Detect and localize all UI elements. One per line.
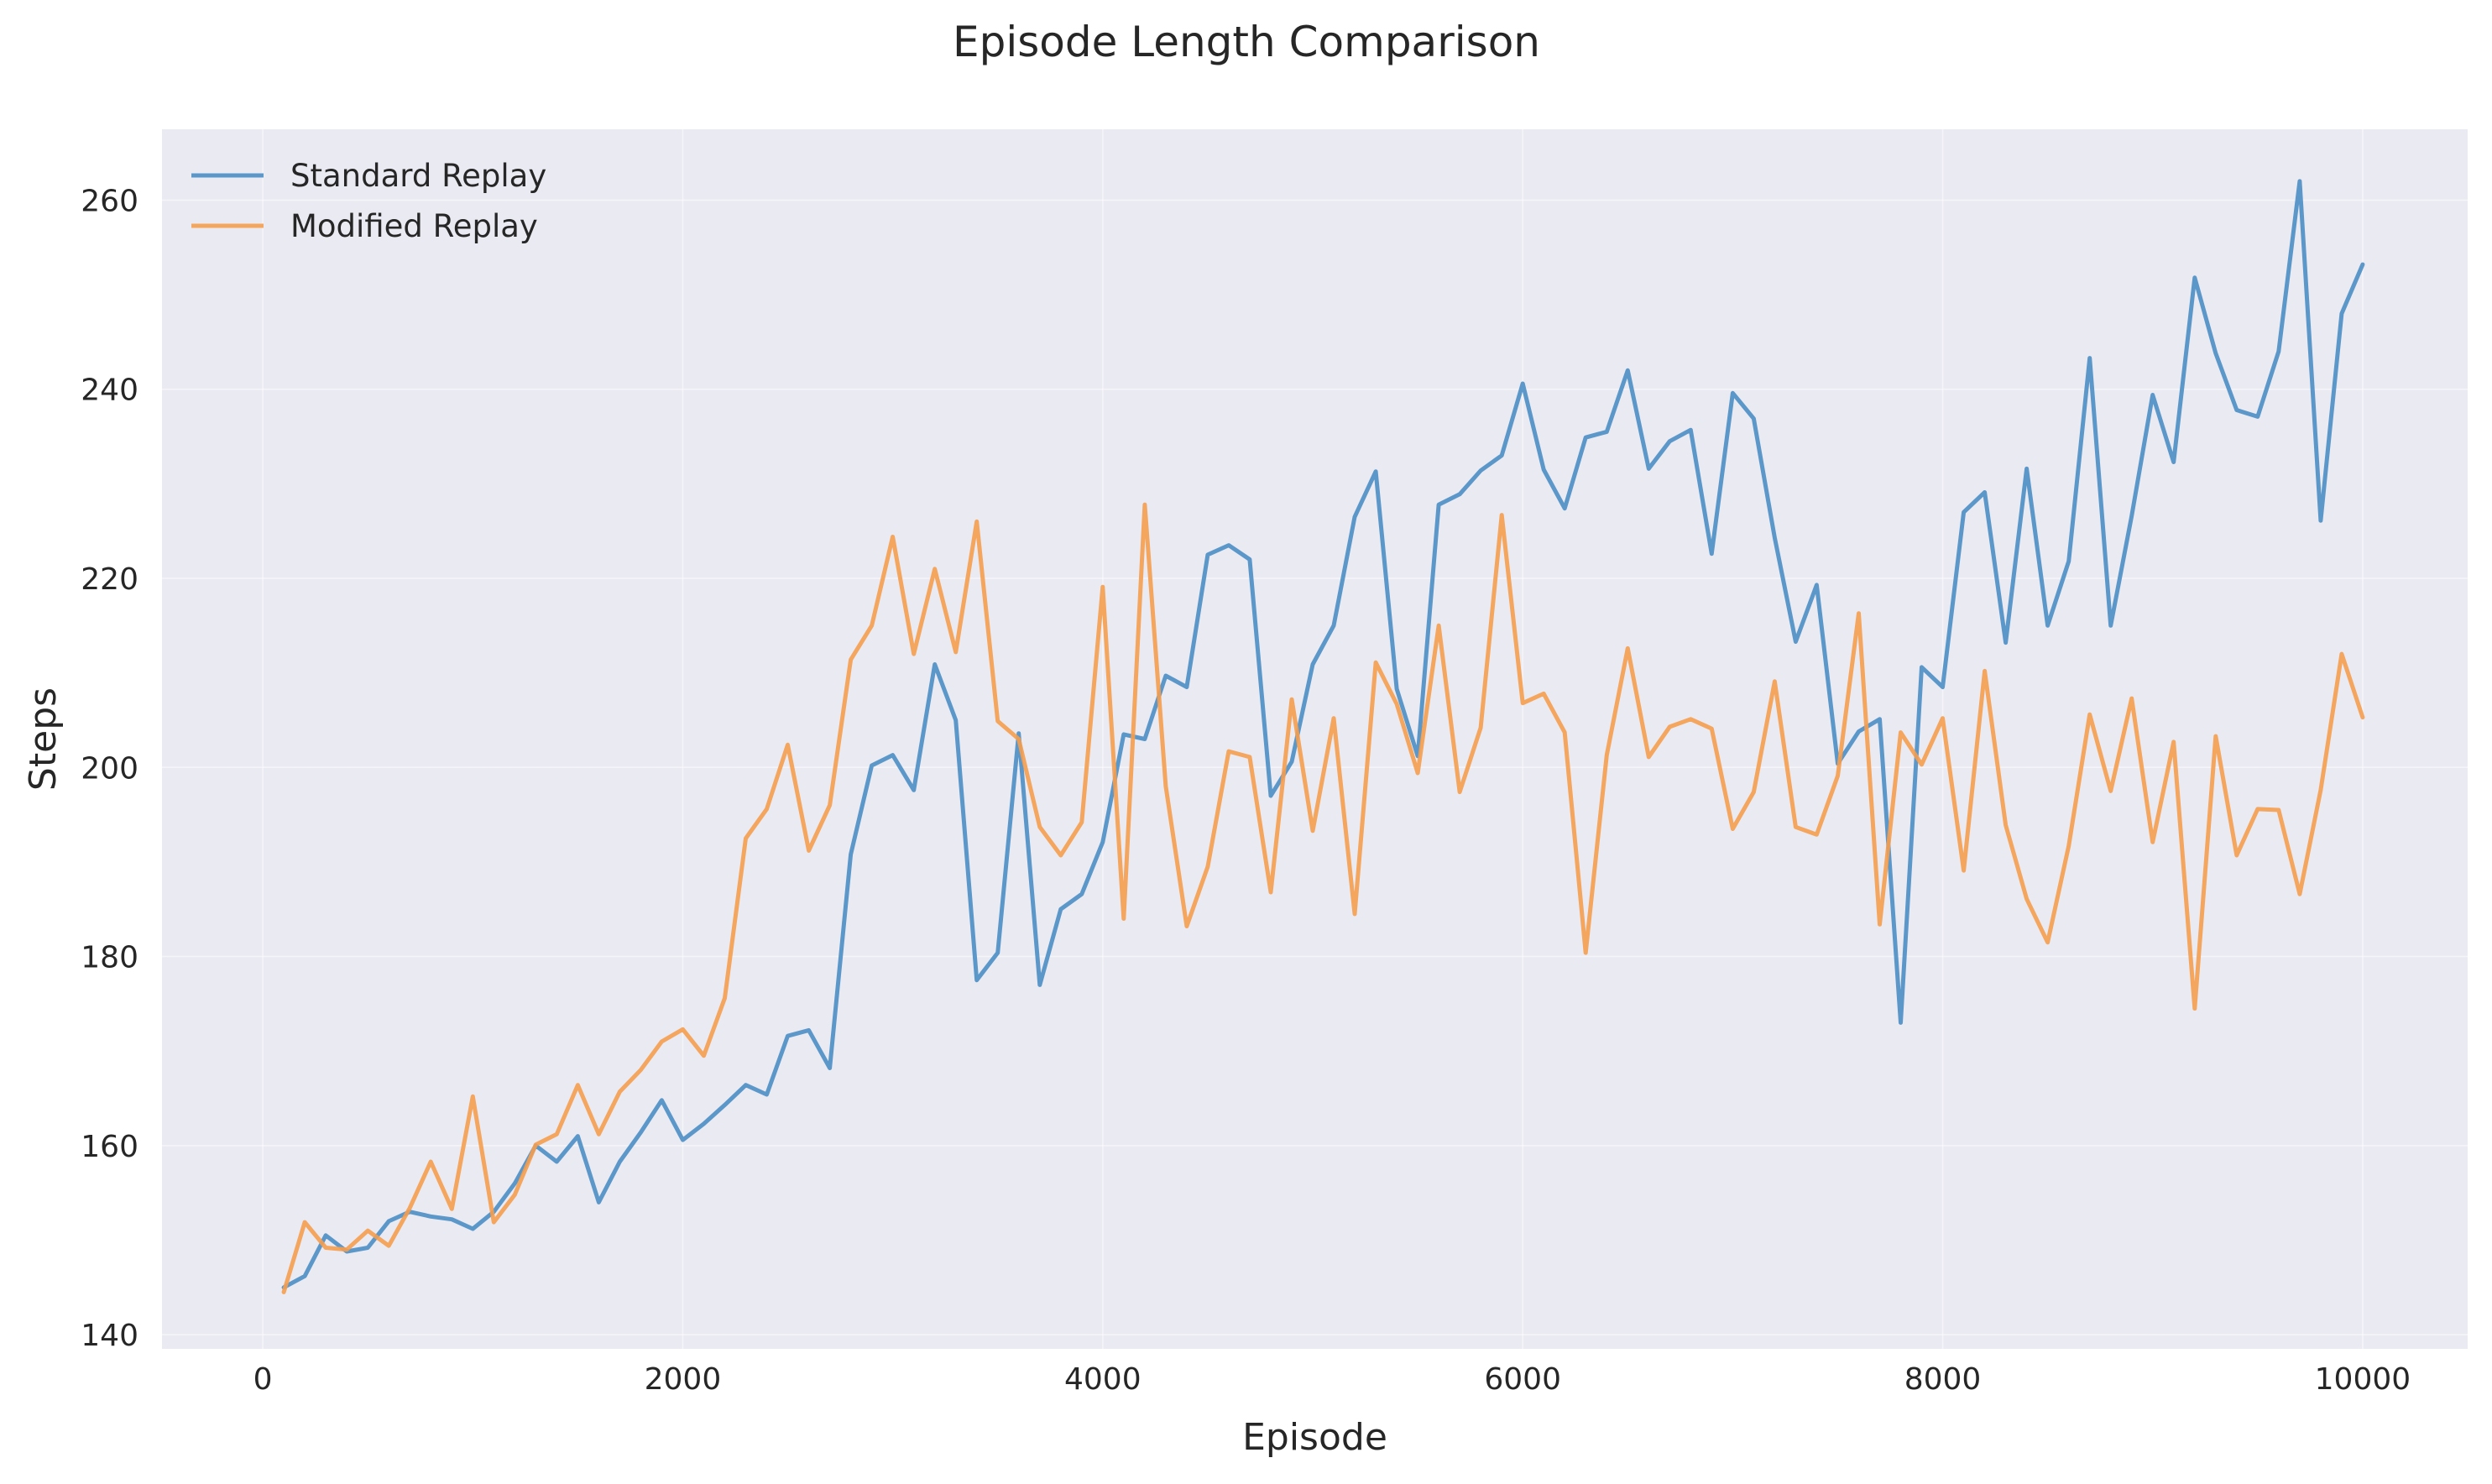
legend-label: Modified Replay: [290, 208, 538, 244]
gridlines: [162, 129, 2468, 1349]
x-tick-label: 6000: [1484, 1362, 1561, 1397]
legend-label: Standard Replay: [290, 158, 546, 194]
x-tick-label: 2000: [645, 1362, 722, 1397]
y-axis-ticks: 140 160 180 200 220 240 260: [81, 184, 138, 1353]
x-tick-label: 8000: [1904, 1362, 1982, 1397]
y-tick-label: 240: [81, 374, 138, 408]
series-line-modified-replay: [281, 502, 2365, 1294]
y-tick-label: 220: [81, 562, 138, 597]
chart-title: Episode Length Comparison: [953, 18, 1540, 66]
series-line-standard-replay: [281, 179, 2365, 1290]
y-tick-label: 160: [81, 1130, 138, 1164]
x-tick-label: 4000: [1064, 1362, 1142, 1397]
x-tick-label: 0: [253, 1362, 273, 1397]
y-tick-label: 260: [81, 184, 138, 218]
x-tick-label: 10000: [2315, 1362, 2411, 1397]
y-axis-label: Steps: [22, 687, 65, 791]
y-tick-label: 200: [81, 751, 138, 786]
series-layer: [281, 179, 2365, 1294]
x-axis-label: Episode: [1242, 1416, 1387, 1459]
legend: Standard Replay Modified Replay: [191, 158, 546, 244]
x-axis-ticks: 0 2000 4000 6000 8000 10000: [253, 1362, 2411, 1397]
y-tick-label: 180: [81, 941, 138, 975]
y-tick-label: 140: [81, 1319, 138, 1353]
